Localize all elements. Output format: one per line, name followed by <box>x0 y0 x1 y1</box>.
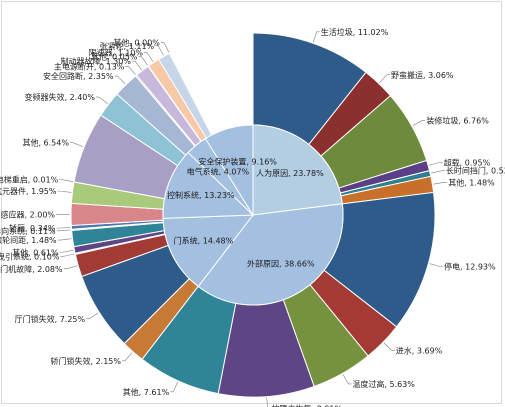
leader-line-30 <box>160 42 170 53</box>
leader-line-10 <box>170 381 178 393</box>
outer-label-28: 限速器, 1.10% <box>89 49 144 58</box>
outer-ring <box>70 32 436 398</box>
inner-label-4: 电气系统, 4.07% <box>187 167 250 177</box>
outer-label-30: 其他, 0.00% <box>113 38 160 48</box>
outer-label-23: 变频器失效, 2.40% <box>24 92 95 102</box>
leader-line-24 <box>114 75 126 85</box>
leader-line-9 <box>266 397 268 407</box>
inner-ring <box>162 124 344 306</box>
outer-label-4: 长时间挡门, 0.53% <box>446 166 505 176</box>
leader-line-4 <box>431 170 445 174</box>
leader-line-12 <box>86 312 99 320</box>
outer-label-12: 厅门锁失效, 7.25% <box>15 314 86 324</box>
inner-label-3: 控制系统, 13.23% <box>167 190 235 200</box>
leader-line-20 <box>57 190 72 193</box>
outer-label-19: 平层感应器, 2.00% <box>0 209 55 219</box>
leader-line-13 <box>63 265 78 270</box>
outer-label-13: 门机故障, 2.08% <box>0 264 63 274</box>
leader-line-2 <box>412 120 426 126</box>
leader-line-1 <box>379 74 391 83</box>
inner-slice-1 <box>197 203 344 306</box>
outer-label-3: 超载, 0.95% <box>444 157 491 167</box>
inner-slice-5 <box>204 124 254 217</box>
outer-labels: 生活垃圾, 11.02% 野蛮搬运, 3.06% 装修垃圾, 6.76% 超载, 0.… <box>0 27 505 407</box>
outer-label-9: 故障自恢复, 8.81% <box>272 403 343 407</box>
outer-label-29: 张紧轮, 1.11% <box>100 41 155 51</box>
leader-line-16 <box>57 238 72 241</box>
outer-label-16: 门刀滚轮间距, 1.48% <box>0 235 57 245</box>
outer-label-15: 其他, 0.61% <box>12 247 59 257</box>
outer-label-20: 电气元器件, 1.95% <box>0 186 57 196</box>
outer-label-24: 安全回路断, 2.35% <box>43 71 114 81</box>
leader-line-7 <box>383 342 395 351</box>
inner-label-0: 人为原因, 23.78% <box>256 168 324 178</box>
outer-label-1: 野蛮搬运, 3.06% <box>391 70 454 80</box>
leader-line-28 <box>144 52 154 62</box>
inner-labels: 人为原因, 23.78% 外部原因, 38.66% 门系统, 14.48% 控制系统,… <box>167 156 324 268</box>
outer-label-25: 主电源断开, 0.13% <box>54 61 125 71</box>
leader-line-29 <box>155 45 164 56</box>
outer-label-2: 装修垃圾, 6.76% <box>426 115 489 125</box>
leader-line-27 <box>138 56 148 66</box>
inner-label-1: 外部原因, 38.66% <box>247 258 315 268</box>
outer-label-27: 其他, 0.05% <box>91 51 138 61</box>
outer-label-21: 电梯重启, 0.01% <box>0 175 59 185</box>
outer-label-10: 其他, 7.61% <box>123 387 170 397</box>
leader-line-21 <box>59 179 74 183</box>
outer-label-17: 导向系统, 0.11% <box>0 226 56 236</box>
outer-label-11: 轿门锁失效, 2.15% <box>51 356 122 366</box>
leader-line-23 <box>95 96 108 104</box>
inner-slice-3 <box>162 151 255 219</box>
outer-label-7: 进水, 3.69% <box>396 346 443 356</box>
leader-line-15 <box>59 249 74 253</box>
outer-label-14: 曳引系统, 0.10% <box>0 251 60 261</box>
inner-label-5: 安全保护装置, 9.16% <box>198 156 277 166</box>
outer-label-5: 其他, 1.48% <box>448 177 495 187</box>
inner-slice-0 <box>252 124 343 216</box>
leader-line-5 <box>433 182 448 185</box>
outer-label-22: 其他, 6.54% <box>22 138 69 148</box>
leader-line-18 <box>56 227 71 229</box>
inner-label-2: 门系统, 14.48% <box>174 236 234 246</box>
leader-line-11 <box>122 352 133 362</box>
outer-label-6: 停电, 12.93% <box>444 261 496 271</box>
leader-line-14 <box>60 253 75 257</box>
leader-line-17 <box>56 229 71 232</box>
outer-label-8: 温度过高, 5.63% <box>352 379 415 389</box>
leader-line-3 <box>429 161 443 166</box>
inner-slice-2 <box>162 214 255 288</box>
leader-line-25 <box>125 65 136 75</box>
outer-label-0: 生活垃圾, 11.02% <box>321 27 389 37</box>
outer-label-26: 制动器故障, 1.30% <box>60 56 131 66</box>
outer-label-18: 轿厢, 0.34% <box>9 223 56 233</box>
leader-line-22 <box>69 142 84 148</box>
leader-line-26 <box>131 60 142 70</box>
leader-line-8 <box>342 374 352 385</box>
leader-line-6 <box>429 263 444 267</box>
leader-line-0 <box>312 31 320 43</box>
